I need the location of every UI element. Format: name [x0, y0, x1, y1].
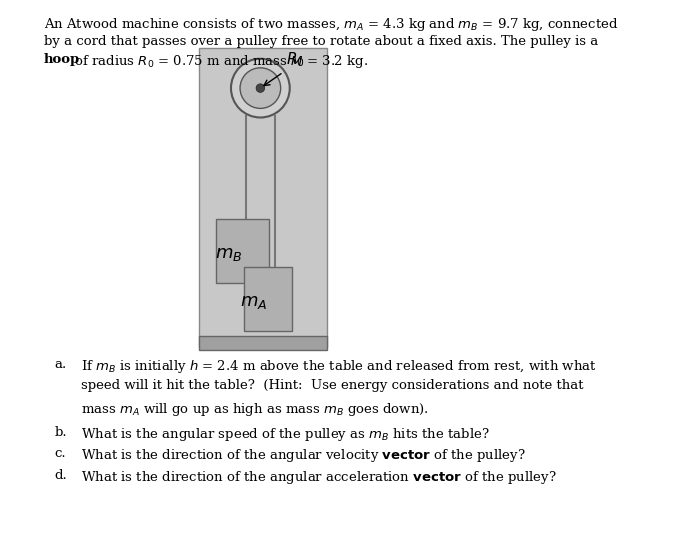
- Text: $m_B$: $m_B$: [215, 245, 242, 263]
- Text: by a cord that passes over a pulley free to rotate about a fixed axis. The pulle: by a cord that passes over a pulley free…: [44, 35, 598, 48]
- Text: d.: d.: [55, 469, 67, 482]
- Text: $m_A$: $m_A$: [240, 293, 267, 311]
- Circle shape: [256, 84, 265, 92]
- Text: a.: a.: [55, 358, 67, 371]
- Text: $R_0$: $R_0$: [286, 51, 304, 69]
- FancyBboxPatch shape: [199, 48, 327, 347]
- FancyBboxPatch shape: [244, 267, 293, 331]
- FancyBboxPatch shape: [216, 219, 270, 283]
- Text: An Atwood machine consists of two masses, $m_A$ = 4.3 kg and $m_B$ = 9.7 kg, con: An Atwood machine consists of two masses…: [44, 16, 619, 33]
- Text: of radius $R_0$ = 0.75 m and mass $M$ = 3.2 kg.: of radius $R_0$ = 0.75 m and mass $M$ = …: [70, 53, 368, 70]
- Text: What is the direction of the angular velocity $\mathbf{vector}$ of the pulley?: What is the direction of the angular vel…: [81, 447, 526, 465]
- FancyBboxPatch shape: [199, 336, 327, 350]
- Text: c.: c.: [55, 447, 66, 460]
- Text: What is the angular speed of the pulley as $m_B$ hits the table?: What is the angular speed of the pulley …: [81, 426, 490, 443]
- Circle shape: [240, 68, 281, 108]
- Text: speed will it hit the table?  (Hint:  Use energy considerations and note that: speed will it hit the table? (Hint: Use …: [81, 379, 584, 392]
- Text: b.: b.: [55, 426, 67, 439]
- Text: What is the direction of the angular acceleration $\mathbf{vector}$ of the pulle: What is the direction of the angular acc…: [81, 469, 557, 486]
- Text: hoop: hoop: [44, 53, 80, 66]
- Circle shape: [231, 59, 290, 117]
- Text: mass $m_A$ will go up as high as mass $m_B$ goes down).: mass $m_A$ will go up as high as mass $m…: [81, 400, 430, 418]
- Text: If $m_B$ is initially $h$ = 2.4 m above the table and released from rest, with w: If $m_B$ is initially $h$ = 2.4 m above …: [81, 358, 597, 375]
